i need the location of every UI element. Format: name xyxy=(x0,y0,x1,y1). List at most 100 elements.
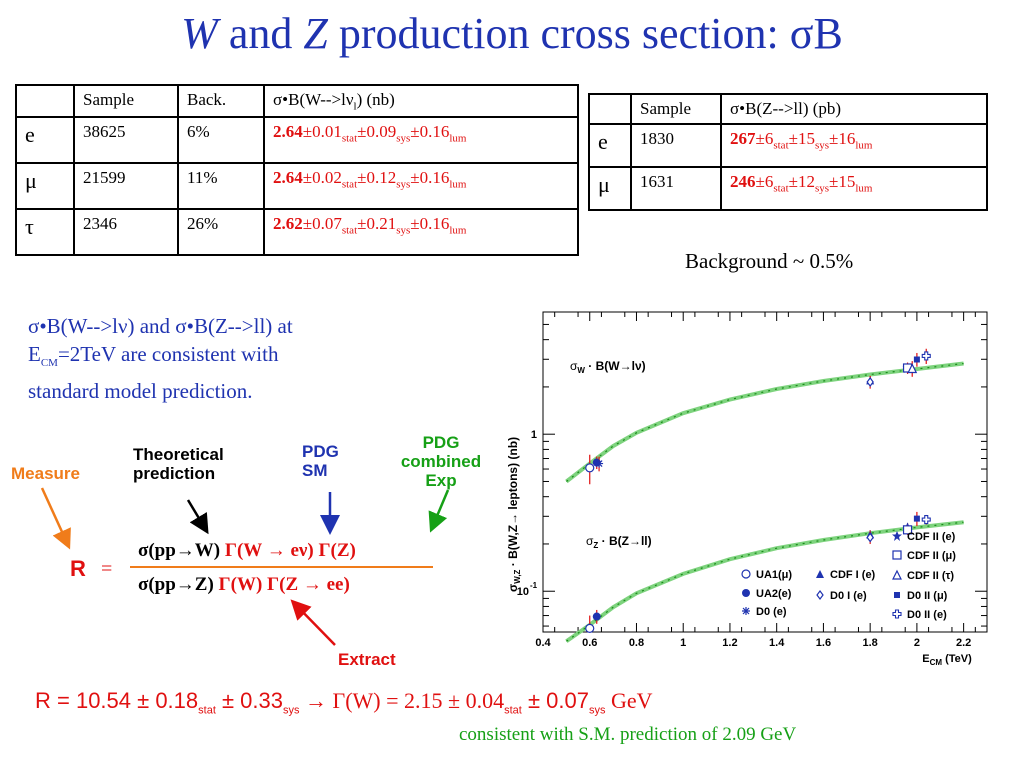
background-cell: 26% xyxy=(177,208,265,257)
pm: ± xyxy=(410,214,420,234)
data-point xyxy=(595,459,604,468)
x-tick-label: 2.2 xyxy=(956,637,971,649)
header-sub: l xyxy=(353,100,357,113)
pm: ± xyxy=(357,168,367,188)
legend-label: D0 (e) xyxy=(756,606,787,618)
table-row: e 1830 267±6stat±15sys±16lum xyxy=(588,123,988,168)
sys-error: 12 xyxy=(797,172,815,191)
w-cross-section-table: Sample Back. σ•B(W-->lνl) (nb) e 38625 6… xyxy=(15,83,579,257)
theoretical-prediction-label: Theoretical prediction xyxy=(133,445,224,483)
pm: ± xyxy=(302,214,313,234)
title-w: W xyxy=(181,9,218,58)
legend-label: CDF I (e) xyxy=(830,569,876,581)
measure-label: Measure xyxy=(11,464,80,483)
legend-label: CDF II (μ) xyxy=(907,550,956,562)
label-line: PDG xyxy=(422,433,460,452)
data-point xyxy=(907,363,918,374)
r-value: R = 10.54 ± 0.18 xyxy=(35,688,199,713)
table-header-cell: Sample xyxy=(630,93,722,125)
sys-error: 0.21 xyxy=(366,214,397,234)
stat-sub: stat xyxy=(198,704,216,717)
z-curve-label: σZ · B(Z→ll) xyxy=(586,534,652,550)
stat-sub: stat xyxy=(341,132,358,145)
denominator-sigma-z: σ(pp→Z) xyxy=(138,574,214,595)
legend-marker xyxy=(741,569,751,579)
legend-marker xyxy=(742,607,750,615)
pdg-combined-exp-label: PDG combined Exp xyxy=(390,433,492,490)
label-line: Exp xyxy=(425,471,457,490)
legend-marker xyxy=(816,570,824,578)
legend-marker xyxy=(894,592,900,598)
extract-arrow xyxy=(290,599,336,646)
z-cross-section-table: Sample σ•B(Z-->ll) (pb) e 1830 267±6stat… xyxy=(588,93,988,211)
fraction-line xyxy=(130,566,433,568)
pm: ± xyxy=(357,122,367,142)
lepton-cell: μ xyxy=(15,162,75,211)
sample-cell: 38625 xyxy=(73,116,179,165)
table-header-row: Sample σ•B(Z-->ll) (pb) xyxy=(588,93,988,125)
value-cell: 246±6stat±12sys±15lum xyxy=(720,166,988,211)
consistency-statement: σ•B(W-->lν) and σ•B(Z-->ll) at ECM=2TeV … xyxy=(28,312,428,405)
sys-sub: sys xyxy=(283,704,300,717)
consistency-line: σ•B(W-->lν) and σ•B(Z-->ll) at xyxy=(28,314,293,338)
pm: ± xyxy=(302,122,313,142)
label-line: SM xyxy=(302,461,328,480)
central-value: 2.64 xyxy=(273,122,303,142)
lepton-cell: e xyxy=(588,123,632,168)
pm: ± xyxy=(788,129,798,148)
data-point xyxy=(921,515,931,525)
title-z: Z xyxy=(303,9,328,58)
numerator-widths: Γ(W → eν) Γ(Z) xyxy=(220,540,356,561)
sys-sub: sys xyxy=(814,182,830,195)
equals-sign: = xyxy=(101,558,113,580)
legend-marker xyxy=(892,550,902,560)
sys-error: 15 xyxy=(797,129,815,148)
lum-sub: lum xyxy=(449,224,467,237)
pm: ± xyxy=(788,172,798,191)
y-tick-label: 10 xyxy=(517,586,529,598)
sys-error: 0.09 xyxy=(366,122,397,142)
numerator-sigma-w: σ(pp→W) xyxy=(138,540,221,561)
lum-sub: lum xyxy=(855,139,873,152)
table-header-cell: Sample xyxy=(73,83,179,119)
x-axis-label: ECM (TeV) xyxy=(922,653,972,667)
ecm-symbol: E xyxy=(28,342,41,366)
stat-error: 6 xyxy=(764,172,774,191)
x-tick-label: 2 xyxy=(914,637,920,649)
table-header-row: Sample Back. σ•B(W-->lνl) (nb) xyxy=(15,83,579,119)
ecm-sub: CM xyxy=(40,357,58,370)
background-note: Background ~ 0.5% xyxy=(685,249,854,273)
x-tick-label: 1.4 xyxy=(769,637,785,649)
data-point xyxy=(913,356,920,363)
lum-error: 16 xyxy=(838,129,856,148)
result-line: R = 10.54 ± 0.18stat ± 0.33sys → Γ(W) = … xyxy=(35,688,653,716)
legend-label: D0 II (μ) xyxy=(907,590,948,602)
value-cell: 2.62±0.07stat±0.21sys±0.16lum xyxy=(263,208,579,257)
value-cell: 2.64±0.02stat±0.12sys±0.16lum xyxy=(263,162,579,211)
table-row: μ 1631 246±6stat±12sys±15lum xyxy=(588,166,988,211)
theoretical-arrow xyxy=(186,499,209,535)
table-header-cell: σ•B(W-->lνl) (nb) xyxy=(263,83,579,119)
r-sys: ± 0.33 xyxy=(215,688,283,713)
consistency-line: standard model prediction. xyxy=(28,379,253,404)
legend-label: D0 II (e) xyxy=(907,609,947,621)
x-tick-label: 0.8 xyxy=(629,637,644,649)
data-point xyxy=(921,351,931,361)
data-point xyxy=(585,463,595,473)
table-row: μ 21599 11% 2.64±0.02stat±0.12sys±0.16lu… xyxy=(15,162,579,211)
lum-sub: lum xyxy=(449,132,467,145)
sample-cell: 1631 xyxy=(630,166,722,211)
lum-error: 0.16 xyxy=(419,214,450,234)
w-curve-label: σW · B(W→lν) xyxy=(570,359,646,375)
sys-sub: sys xyxy=(396,224,411,237)
lum-sub: lum xyxy=(449,178,467,191)
stat-error: 0.07 xyxy=(312,214,342,234)
value-cell: 2.64±0.01stat±0.09sys±0.16lum xyxy=(263,116,579,165)
x-tick-label: 1.6 xyxy=(816,637,831,649)
table-header-cell: Back. xyxy=(177,83,265,119)
ratio-symbol: R xyxy=(70,556,86,581)
pm: ± xyxy=(755,129,765,148)
ecm-text: =2TeV are consistent with xyxy=(57,342,279,366)
z-prediction-curve-line xyxy=(566,521,964,642)
stat-error: 6 xyxy=(764,129,774,148)
